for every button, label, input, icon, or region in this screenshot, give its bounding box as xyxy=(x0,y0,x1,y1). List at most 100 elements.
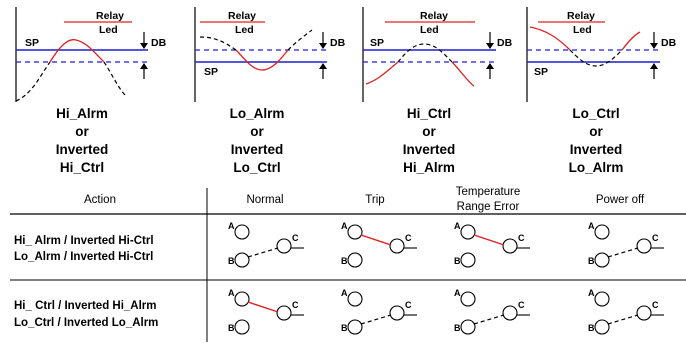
contact-symbol xyxy=(594,291,664,335)
contact-b-terminal xyxy=(594,319,610,335)
column-header-action: Action xyxy=(84,194,116,206)
contact-c-label: C xyxy=(518,233,525,243)
db-label: DB xyxy=(330,37,346,49)
row-label: Hi_ Ctrl / Inverted Hi_Alrm xyxy=(14,300,157,312)
caption-line: Hi_Alrm xyxy=(56,106,108,121)
contact-b-terminal xyxy=(460,319,476,335)
contact-b-label: B xyxy=(228,256,235,266)
contact-arm-open xyxy=(473,314,505,325)
contact-a-terminal xyxy=(594,224,610,240)
row-label: Lo_Alrm / Inverted Hi-Ctrl xyxy=(14,251,153,263)
caption-line: or xyxy=(589,124,603,139)
row-label: Lo_Ctrl / Inverted Lo_Alrm xyxy=(14,317,158,329)
caption-line: Lo_Ctrl xyxy=(572,106,619,121)
process-curve-active xyxy=(451,61,475,87)
relay-label: Relay xyxy=(228,10,256,22)
contact-symbol xyxy=(234,291,304,335)
db-arrow-down-head xyxy=(140,43,148,49)
relay-label: Relay xyxy=(420,10,448,22)
column-header-normal: Normal xyxy=(246,194,283,206)
contact-symbol xyxy=(594,224,664,268)
process-curve-dashed xyxy=(15,61,51,102)
contact-b-label: B xyxy=(454,323,461,333)
contact-a-label: A xyxy=(341,221,348,231)
process-curve-active xyxy=(529,26,571,51)
contact-a-label: A xyxy=(228,288,235,298)
process-curve-dashed xyxy=(569,49,623,67)
panel-2: Relay Led SP DB Lo_Alrm or Inverted Lo_C… xyxy=(194,7,346,175)
contact-b-label: B xyxy=(588,323,595,333)
contact-a-label: A xyxy=(454,221,461,231)
relay-label: Relay xyxy=(96,10,124,22)
contact-a-terminal xyxy=(460,291,476,307)
contact-b-terminal xyxy=(594,252,610,268)
sp-label: SP xyxy=(370,37,384,49)
contact-a-terminal xyxy=(460,224,476,240)
column-header-temperature: Temperature xyxy=(456,186,521,198)
db-arrow-down-head xyxy=(319,43,327,49)
sp-label: SP xyxy=(204,66,218,78)
process-curve-dashed xyxy=(103,61,127,97)
process-curve-dashed xyxy=(397,43,453,63)
contact-a-terminal xyxy=(347,291,363,307)
contact-symbol xyxy=(460,224,530,268)
contact-a-terminal xyxy=(234,224,250,240)
contact-a-label: A xyxy=(588,221,595,231)
contact-c-terminal xyxy=(502,305,518,321)
contact-a-terminal xyxy=(347,224,363,240)
contact-b-label: B xyxy=(341,256,348,266)
panel-3: Relay Led SP DB Hi_Ctrl or Inverted Hi_A… xyxy=(362,7,513,175)
contact-arm-open xyxy=(360,314,392,325)
contact-c-label: C xyxy=(518,300,525,310)
panel-4: Relay Led SP DB Lo_Ctrl or Inverted Lo_A… xyxy=(526,7,677,175)
contact-c-label: C xyxy=(292,233,299,243)
process-curve-dashed xyxy=(287,29,313,51)
column-header-trip: Trip xyxy=(365,194,384,206)
contact-c-label: C xyxy=(652,233,659,243)
contact-c-terminal xyxy=(636,238,652,254)
contact-c-label: C xyxy=(405,233,412,243)
column-header-range-error: Range Error xyxy=(457,201,520,213)
contact-b-label: B xyxy=(454,256,461,266)
caption-line: Hi_Ctrl xyxy=(60,160,104,175)
caption-line: Lo_Ctrl xyxy=(233,160,280,175)
contact-b-label: B xyxy=(228,323,235,333)
contact-a-terminal xyxy=(234,291,250,307)
db-arrow-up-head xyxy=(319,63,327,69)
contact-c-label: C xyxy=(652,300,659,310)
db-label: DB xyxy=(661,37,677,49)
caption-line: Inverted xyxy=(56,142,109,157)
contact-b-terminal xyxy=(460,252,476,268)
contact-b-label: B xyxy=(341,323,348,333)
caption-line: or xyxy=(422,124,436,139)
contact-c-label: C xyxy=(292,300,299,310)
panel-1: Relay Led SP DB Hi_Alrm or Inverted Hi_C… xyxy=(15,7,167,175)
caption-line: or xyxy=(75,124,89,139)
contact-c-label: C xyxy=(405,300,412,310)
column-header-power-off: Power off xyxy=(596,194,645,206)
contact-a-terminal xyxy=(594,291,610,307)
contact-b-terminal xyxy=(347,252,363,268)
contact-c-terminal xyxy=(389,305,405,321)
caption-line: Lo_Alrm xyxy=(230,106,285,121)
caption-line: Hi_Alrm xyxy=(403,160,455,175)
contact-symbol xyxy=(347,291,417,335)
contact-c-terminal xyxy=(276,238,292,254)
contact-c-terminal xyxy=(636,305,652,321)
contact-symbols: A B C A B C A B C A B C A B C A B C A B C A B C xyxy=(228,221,664,335)
sp-label: SP xyxy=(534,66,548,78)
caption-line: Hi_Ctrl xyxy=(407,106,451,121)
contact-arm-closed xyxy=(360,234,392,246)
contact-symbol xyxy=(347,224,417,268)
db-label: DB xyxy=(497,37,513,49)
process-curve-active xyxy=(235,49,289,71)
contact-arm-open xyxy=(247,247,279,258)
contact-table: Action Normal Trip Temperature Range Err… xyxy=(10,186,686,342)
led-label: Led xyxy=(99,24,118,36)
contact-c-terminal xyxy=(389,238,405,254)
contact-arm-closed xyxy=(473,234,505,246)
process-curve-active xyxy=(49,39,105,63)
db-arrow-down-head xyxy=(650,43,658,49)
contact-c-terminal xyxy=(276,305,292,321)
caption-line: Lo_Alrm xyxy=(569,160,624,175)
